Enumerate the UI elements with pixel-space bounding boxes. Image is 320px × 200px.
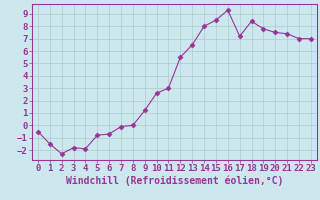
X-axis label: Windchill (Refroidissement éolien,°C): Windchill (Refroidissement éolien,°C) [66, 176, 283, 186]
